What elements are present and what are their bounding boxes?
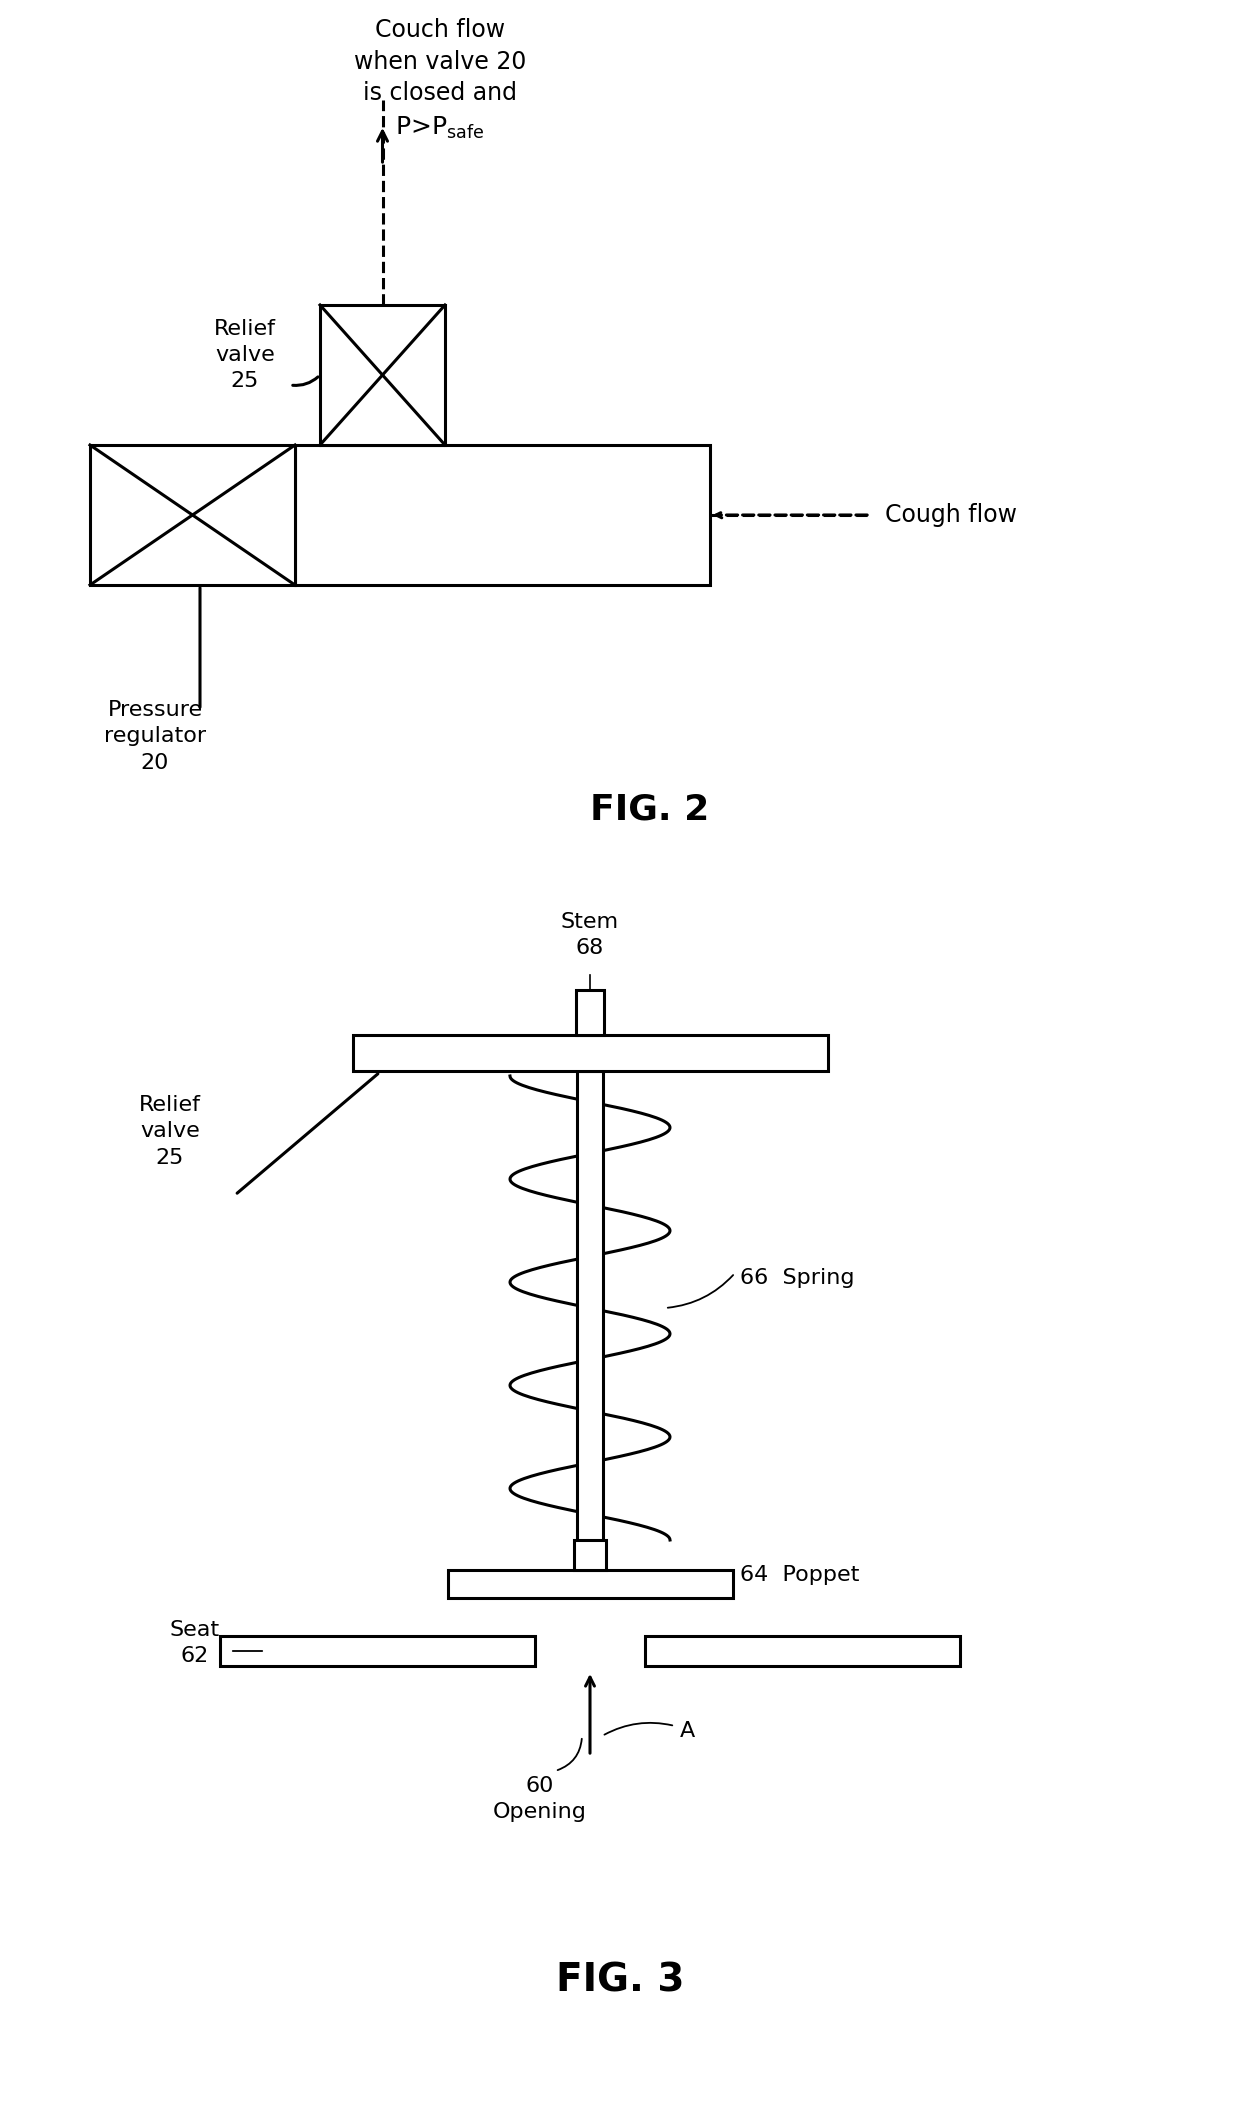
Bar xyxy=(577,990,604,1034)
Text: Stem
68: Stem 68 xyxy=(560,912,619,958)
Text: A: A xyxy=(680,1720,696,1742)
Bar xyxy=(448,1571,733,1598)
Text: Relief
valve
25: Relief valve 25 xyxy=(215,319,277,391)
Text: 64  Poppet: 64 Poppet xyxy=(740,1564,859,1585)
Bar xyxy=(219,1636,534,1666)
Text: FIG. 3: FIG. 3 xyxy=(556,1961,684,1999)
Bar xyxy=(577,1070,603,1571)
Text: Couch flow
when valve 20
is closed and: Couch flow when valve 20 is closed and xyxy=(353,19,526,106)
Text: Pressure
regulator
20: Pressure regulator 20 xyxy=(104,701,206,773)
Text: FIG. 2: FIG. 2 xyxy=(590,794,709,828)
Text: Cough flow: Cough flow xyxy=(885,502,1017,528)
Bar xyxy=(320,304,445,445)
Bar xyxy=(295,445,711,585)
Bar xyxy=(91,445,295,585)
Text: P>P$_{\mathregular{safe}}$: P>P$_{\mathregular{safe}}$ xyxy=(396,114,485,141)
Bar xyxy=(574,1541,606,1571)
Text: 60
Opening: 60 Opening xyxy=(494,1775,587,1822)
Text: 66  Spring: 66 Spring xyxy=(740,1269,854,1288)
Bar xyxy=(352,1034,827,1070)
Text: Relief
valve
25: Relief valve 25 xyxy=(139,1096,201,1167)
Text: Seat
62: Seat 62 xyxy=(170,1619,219,1666)
Bar xyxy=(645,1636,960,1666)
